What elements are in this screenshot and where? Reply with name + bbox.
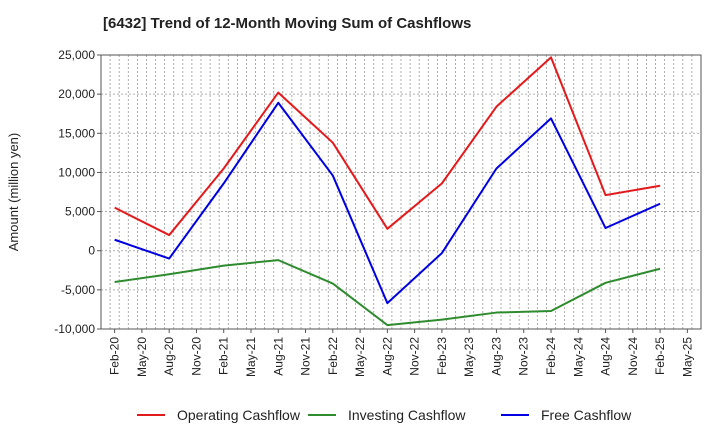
legend: Operating Cashflow Investing Cashflow Free… (0, 404, 720, 426)
x-tick-label: May-22 (353, 337, 367, 377)
legend-item-free-cashflow: Free Cashflow (501, 404, 631, 426)
series-layer (114, 56, 661, 327)
x-tick-label: Feb-21 (217, 337, 231, 375)
x-tick-label: Nov-21 (299, 337, 313, 376)
x-tick-label: Aug-24 (599, 337, 613, 376)
investing-cashflow-line (114, 259, 661, 327)
y-tick-label: -10,000 (54, 322, 95, 336)
legend-swatch (308, 414, 336, 416)
y-tick-label: 0 (88, 244, 95, 258)
x-tick-label: May-25 (680, 337, 694, 377)
plot-frame (100, 54, 702, 330)
legend-item-operating-cashflow: Operating Cashflow (137, 404, 300, 426)
x-tick-label: Aug-23 (489, 337, 503, 376)
x-tick-label: May-23 (462, 337, 476, 377)
x-tick-label: May-21 (244, 337, 258, 377)
axis-layer: -10,000 -5,000 0 5,000 10,000 15,000 20,000 25,… (54, 48, 694, 377)
x-tick-label: Feb-23 (435, 337, 449, 375)
x-tick-label: Nov-22 (408, 337, 422, 376)
x-tick-label: Aug-20 (162, 337, 176, 376)
y-tick-label: -5,000 (61, 283, 95, 297)
legend-swatch (501, 414, 529, 416)
legend-item-investing-cashflow: Investing Cashflow (308, 404, 466, 426)
y-tick-label: 20,000 (58, 87, 95, 101)
legend-swatch (137, 414, 165, 416)
legend-label: Operating Cashflow (177, 407, 300, 423)
grid-layer (100, 54, 702, 330)
y-tick-label: 5,000 (65, 205, 95, 219)
y-tick-label: 25,000 (58, 48, 95, 62)
x-tick-label: Feb-25 (653, 337, 667, 375)
x-tick-label: Nov-24 (626, 337, 640, 376)
free-cashflow-line (114, 101, 661, 305)
legend-label: Investing Cashflow (348, 407, 466, 423)
chart-title: [6432] Trend of 12-Month Moving Sum of C… (103, 15, 472, 32)
y-tick-label: 15,000 (58, 126, 95, 140)
y-tick-label: 10,000 (58, 165, 95, 179)
x-tick-label: Feb-22 (326, 337, 340, 375)
x-tick-label: May-24 (571, 337, 585, 377)
operating-cashflow-line (114, 56, 661, 237)
x-tick-label: May-20 (135, 337, 149, 377)
x-tick-label: Feb-20 (108, 337, 122, 375)
y-axis-label: Amount (million yen) (6, 133, 21, 252)
x-tick-label: Nov-23 (517, 337, 531, 376)
x-tick-label: Feb-24 (544, 337, 558, 375)
x-tick-label: Aug-22 (380, 337, 394, 376)
x-tick-label: Aug-21 (271, 337, 285, 376)
x-tick-label: Nov-20 (189, 337, 203, 376)
legend-label: Free Cashflow (541, 407, 632, 423)
